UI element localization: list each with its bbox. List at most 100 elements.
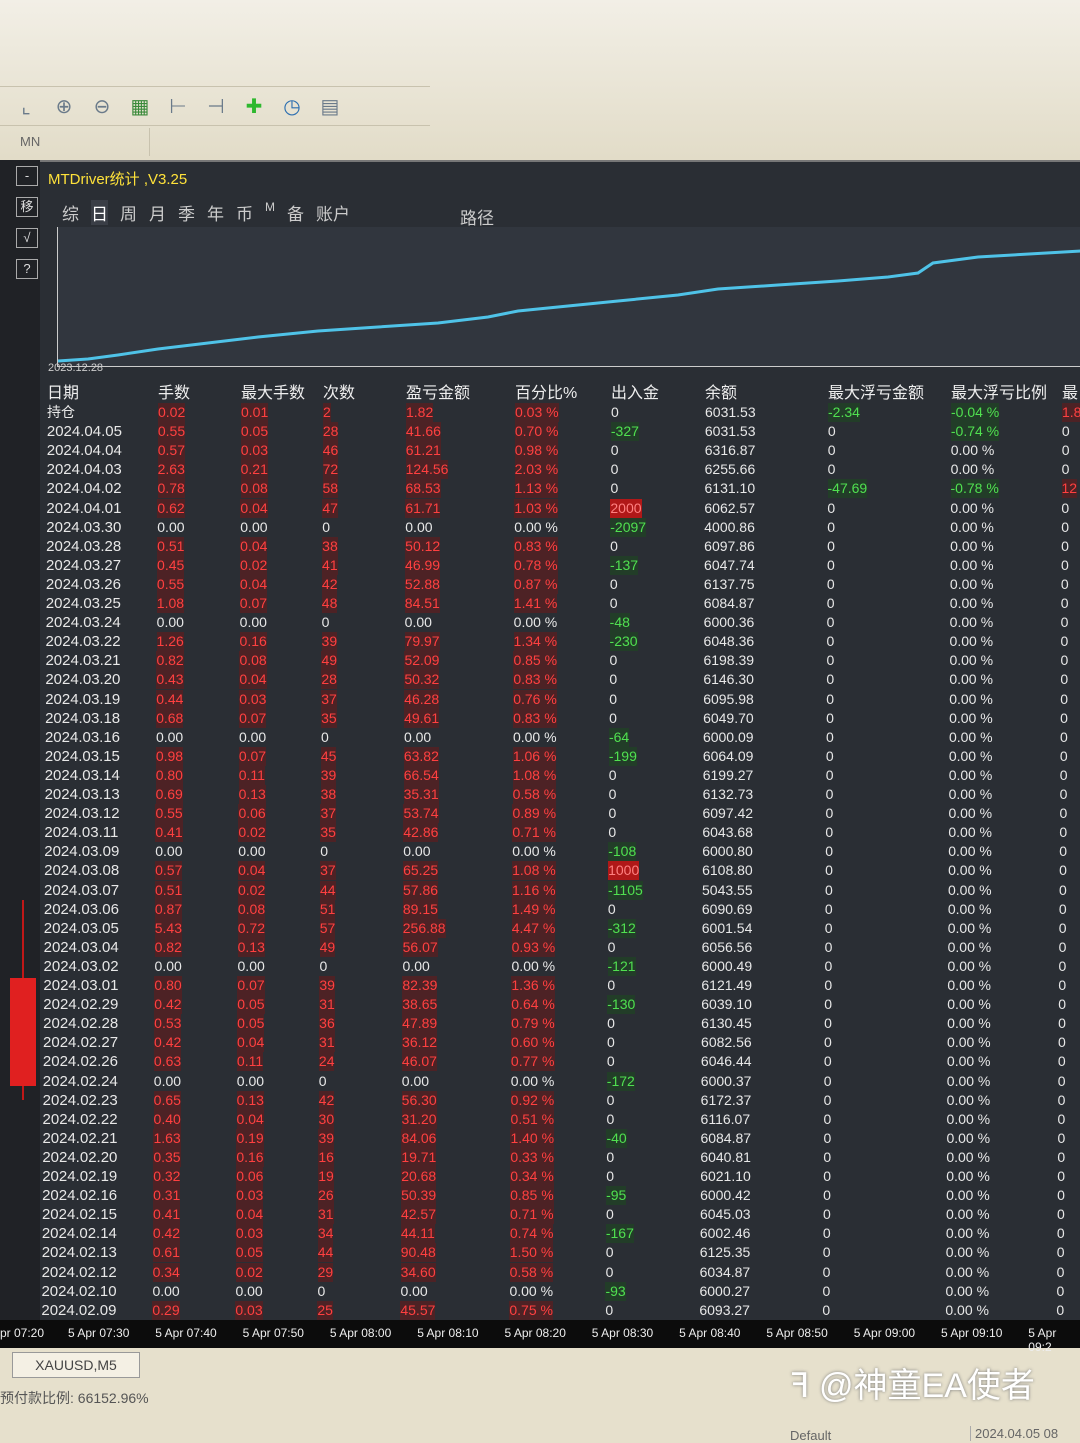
tile-windows-icon[interactable]: ▦ <box>130 95 150 118</box>
table-cell: 34.60 <box>400 1262 436 1282</box>
tab-9[interactable]: 账户 <box>316 205 350 224</box>
chart-tab-xauusd[interactable]: XAUUSD,M5 <box>12 1352 140 1378</box>
table-cell: 0 <box>318 1072 327 1089</box>
equity-curve-svg <box>57 249 1080 363</box>
path-label[interactable]: 路径 <box>460 209 494 228</box>
new-order-icon[interactable]: ✚ <box>245 95 263 118</box>
table-cell: 0.05 <box>240 422 269 442</box>
side-button-2[interactable]: √ <box>16 228 38 248</box>
table-cell: 0.16 <box>236 1147 264 1167</box>
table-cell: 0 <box>1060 709 1068 726</box>
table-cell: 0.00 % <box>514 518 558 535</box>
row-date: 2024.02.28 <box>43 1015 119 1033</box>
table-cell: 0.00 <box>401 1072 430 1089</box>
table-cell: 0.75 % <box>509 1300 553 1320</box>
table-cell: 6108.80 <box>702 862 753 879</box>
table-cell: 56.30 <box>401 1090 437 1110</box>
tab-1[interactable]: 日 <box>91 200 108 225</box>
row-date: 2024.02.27 <box>43 1034 119 1052</box>
table-cell: 0 <box>608 786 617 802</box>
table-cell: 0.00 % <box>946 1072 991 1089</box>
column-header: 最 <box>1062 385 1079 402</box>
row-date: 2024.03.11 <box>44 824 119 842</box>
tab-4[interactable]: 季 <box>178 205 195 224</box>
tab-6[interactable]: 币 <box>236 205 253 224</box>
table-cell: 0.02 <box>238 880 266 900</box>
table-cell: 50.12 <box>405 536 441 556</box>
table-cell: 0.65 <box>153 1090 181 1110</box>
tab-2[interactable]: 周 <box>120 205 137 224</box>
table-cell: 28 <box>321 670 337 690</box>
table-cell: -40 <box>606 1128 627 1148</box>
table-cell: 20.68 <box>401 1167 437 1186</box>
templates-icon[interactable]: ▤ <box>320 95 340 118</box>
side-button-1[interactable]: 移 <box>16 197 38 217</box>
row-date: 2024.02.26 <box>42 1053 118 1071</box>
table-cell: -167 <box>605 1224 634 1244</box>
equity-curve-chart <box>57 227 1080 367</box>
table-cell: 0.34 <box>152 1262 180 1282</box>
table-cell: 0.85 % <box>513 651 558 671</box>
tab-8[interactable]: 备 <box>287 205 304 224</box>
table-cell: 0.13 <box>238 785 266 804</box>
table-cell: 46.07 <box>401 1052 437 1072</box>
clock-icon[interactable]: ◷ <box>283 95 301 118</box>
table-cell: 31 <box>319 995 335 1015</box>
tab-0[interactable]: 综 <box>62 205 79 224</box>
zoom-out-icon[interactable]: ⊖ <box>93 95 111 118</box>
chart-line-icon[interactable]: ⌞ <box>21 95 31 118</box>
table-cell: 0.00 % <box>945 1301 989 1318</box>
tab-7[interactable]: M <box>265 200 275 214</box>
table-cell: -230 <box>609 632 638 652</box>
tab-5[interactable]: 年 <box>207 205 224 224</box>
side-button-0[interactable]: - <box>16 166 38 186</box>
table-cell: 0.42 <box>152 1224 181 1244</box>
chart-shift-icon[interactable]: ⊢ <box>169 95 187 118</box>
table-cell: 6000.37 <box>700 1072 752 1089</box>
table-cell: 0.19 <box>236 1128 264 1148</box>
table-cell: 0 <box>608 824 617 841</box>
table-cell: 0.89 % <box>512 804 557 824</box>
table-cell: 6002.46 <box>699 1225 751 1242</box>
table-cell: 6084.87 <box>703 595 755 611</box>
table-cell: 0.00 <box>404 614 432 631</box>
table-cell: 52.09 <box>404 651 440 671</box>
mtdriver-stats-panel: MTDriver统计 ,V3.25 综日周月季年币 M 备账户 路径 2023.12… <box>40 160 1080 1320</box>
table-cell: 42 <box>321 574 338 594</box>
table-cell: 124.56 <box>405 460 449 480</box>
table-cell: 19 <box>318 1167 334 1186</box>
table-cell: 0 <box>827 442 836 459</box>
table-cell: 0 <box>823 1148 832 1165</box>
table-cell: 0 <box>1061 556 1069 573</box>
table-cell: 6255.66 <box>704 461 756 478</box>
table-cell: 0 <box>823 1110 832 1127</box>
table-cell: 6045.03 <box>699 1206 751 1223</box>
timeframe-mn-button[interactable]: MN <box>0 128 150 156</box>
table-cell: 0 <box>1060 690 1068 707</box>
table-cell: 0.00 % <box>946 1168 990 1184</box>
table-cell: 0 <box>1058 919 1067 936</box>
table-cell: 0 <box>825 862 833 879</box>
table-cell: 44.11 <box>400 1224 435 1244</box>
zoom-in-icon[interactable]: ⊕ <box>55 95 73 118</box>
table-cell: 0 <box>827 537 835 554</box>
table-cell: 57.86 <box>403 880 439 900</box>
table-cell: 1.8 <box>1062 403 1080 422</box>
table-cell: 0 <box>1060 595 1069 611</box>
table-cell: 0 <box>822 1244 831 1261</box>
table-cell: 0 <box>1061 423 1070 440</box>
table-cell: 0.04 <box>239 670 267 690</box>
side-button-3[interactable]: ? <box>16 259 38 279</box>
table-cell: 0 <box>1059 805 1068 822</box>
table-cell: -2.34 <box>828 403 860 422</box>
table-cell: 0 <box>610 442 619 459</box>
row-date: 2024.04.04 <box>46 442 122 460</box>
table-cell: 0 <box>609 690 617 707</box>
table-cell: 0.00 % <box>946 1148 990 1165</box>
table-cell: 6043.68 <box>702 824 753 841</box>
table-cell: 0 <box>1058 957 1067 974</box>
autoscroll-icon[interactable]: ⊣ <box>207 95 225 118</box>
table-cell: 6125.35 <box>699 1244 751 1261</box>
table-cell: 0.00 % <box>949 709 993 726</box>
tab-3[interactable]: 月 <box>149 205 166 224</box>
